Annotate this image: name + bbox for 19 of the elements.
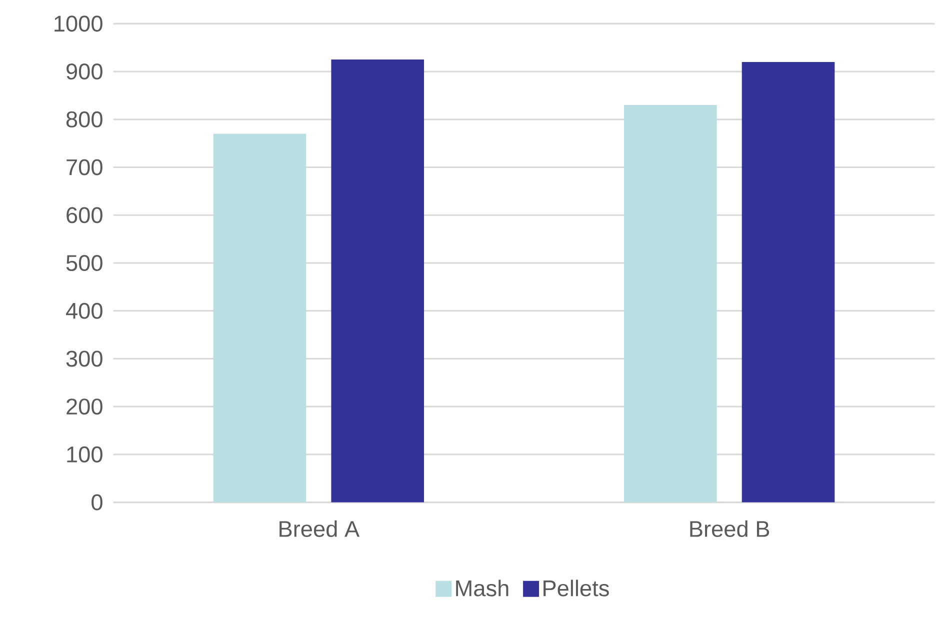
bar <box>331 60 424 502</box>
y-tick-label: 900 <box>66 64 102 80</box>
y-tick-label: 500 <box>66 254 102 272</box>
y-tick-label: 300 <box>66 350 102 367</box>
y-tick-label: 400 <box>66 302 102 319</box>
x-tick-label: Breed A <box>280 520 360 538</box>
y-tick-label: 700 <box>66 159 102 176</box>
x-tick-label: Breed B <box>690 520 770 538</box>
legend-label: Mash <box>456 580 508 596</box>
y-tick-label: 0 <box>92 494 102 510</box>
y-tick-label: 1000 <box>54 16 102 32</box>
bar <box>213 134 306 502</box>
legend-label: Pellets <box>544 580 609 596</box>
bar <box>624 105 717 502</box>
y-tick-label: 600 <box>66 207 102 224</box>
y-tick-label: 100 <box>67 446 102 462</box>
y-tick-label: 800 <box>66 111 102 128</box>
y-tick-label: 200 <box>66 398 102 415</box>
bar <box>742 62 835 502</box>
